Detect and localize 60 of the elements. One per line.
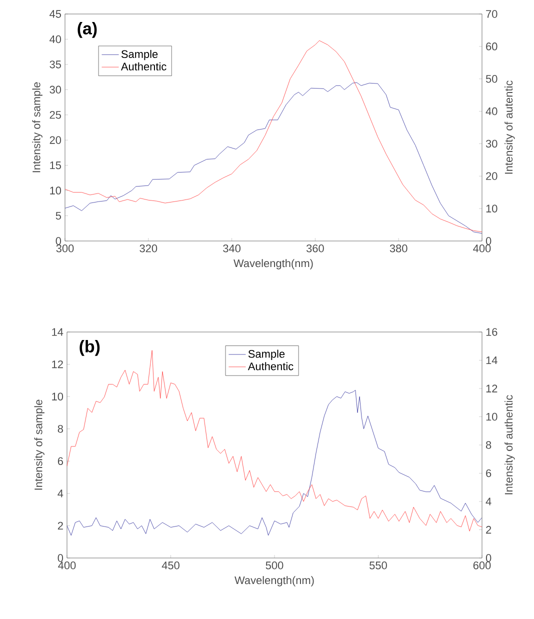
y2-tick-label: 14: [486, 356, 498, 364]
y-axis-title: Intensity of sample: [34, 400, 44, 490]
y2-tick-label: 10: [486, 412, 498, 421]
x-tick-label: 300: [56, 244, 74, 252]
y-tick-label: 12: [52, 360, 63, 368]
x-tick-label: 500: [266, 562, 284, 570]
y2-tick-label: 8: [486, 441, 492, 449]
x-tick-label: 450: [162, 562, 180, 570]
y-tick-label: 45: [50, 10, 62, 18]
y2-tick-label: 30: [486, 140, 498, 148]
x-tick-label: 550: [370, 562, 387, 570]
line-series: [67, 390, 482, 536]
y2-tick-label: 20: [486, 172, 498, 180]
x-axis-title: Wavelength(nm): [234, 259, 313, 270]
y2-tick-label: 0: [486, 554, 492, 562]
x-tick-label: 400: [473, 244, 491, 252]
y2-axis-title: Intensity of autentic: [504, 80, 515, 174]
y2-tick-label: 4: [486, 498, 492, 506]
y-tick-label: 6: [58, 457, 63, 466]
y-tick-label: 5: [56, 212, 62, 220]
annotation: (a): [78, 22, 97, 38]
y-tick-label: 10: [52, 392, 64, 400]
y-tick-label: 40: [50, 35, 62, 44]
y-tick-label: 14: [52, 328, 64, 336]
y-tick-label: 4: [58, 490, 64, 498]
x-tick-label: 400: [58, 562, 76, 570]
legend-label: Authentic: [248, 362, 294, 370]
x-tick-label: 600: [473, 562, 491, 570]
y2-tick-label: 2: [486, 526, 492, 534]
y2-tick-label: 50: [486, 74, 498, 83]
line-series: [65, 82, 482, 234]
x-tick-label: 340: [223, 244, 240, 252]
x-tick-label: 360: [306, 244, 324, 252]
x-axis-title: Wavelength(nm): [234, 576, 314, 586]
y2-tick-label: 60: [486, 42, 498, 50]
legend-label: Sample: [121, 50, 158, 60]
y2-tick-label: 70: [486, 10, 498, 18]
y2-tick-label: 10: [486, 204, 498, 212]
y-tick-label: 35: [50, 60, 62, 68]
y2-tick-label: 0: [486, 237, 492, 245]
y-tick-label: 0: [56, 237, 62, 245]
y-tick-label: 10: [50, 186, 62, 194]
y-tick-label: 2: [58, 522, 63, 530]
y-tick-label: 8: [58, 424, 63, 433]
y2-tick-label: 40: [486, 107, 498, 116]
y2-axis-title: Intensity of authentic: [504, 395, 515, 494]
y-tick-label: 0: [58, 554, 64, 562]
y-tick-label: 30: [50, 86, 62, 94]
y2-tick-label: 12: [486, 384, 498, 392]
y-tick-label: 20: [50, 136, 62, 144]
legend-label: Sample: [248, 350, 285, 360]
y2-tick-label: 6: [486, 469, 492, 478]
annotation: (b): [80, 340, 100, 356]
x-tick-label: 320: [140, 244, 158, 252]
y-tick-label: 25: [50, 111, 62, 119]
y2-tick-label: 16: [486, 328, 498, 336]
legend-label: Authentic: [120, 62, 166, 70]
y-tick-label: 15: [50, 162, 62, 170]
y-axis-title: Intensity of sample: [32, 82, 42, 172]
x-tick-label: 380: [390, 244, 408, 252]
